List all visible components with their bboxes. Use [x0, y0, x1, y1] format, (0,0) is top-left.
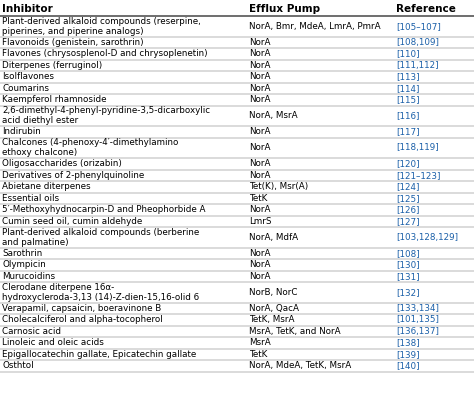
Text: NorA: NorA [249, 38, 270, 47]
Text: NorA: NorA [249, 260, 270, 269]
Text: [127]: [127] [396, 217, 419, 226]
Text: NorA: NorA [249, 84, 270, 93]
Text: NorA: NorA [249, 49, 270, 58]
Text: [118,119]: [118,119] [396, 143, 438, 152]
Text: Inhibitor: Inhibitor [2, 4, 53, 14]
Text: [101,135]: [101,135] [396, 315, 439, 324]
Text: NorA, MsrA: NorA, MsrA [249, 111, 298, 120]
Text: [111,112]: [111,112] [396, 61, 438, 70]
Text: [133,134]: [133,134] [396, 304, 439, 313]
Text: Epigallocatechin gallate, Epicatechin gallate: Epigallocatechin gallate, Epicatechin ga… [2, 350, 197, 359]
Text: Indirubin: Indirubin [2, 127, 41, 136]
Text: Oligosaccharides (orizabin): Oligosaccharides (orizabin) [2, 159, 122, 168]
Text: [108]: [108] [396, 249, 419, 258]
Text: Clerodane diterpene 16α-
hydroxycleroda-3,13 (14)-Z-dien-15,16-olid 6: Clerodane diterpene 16α- hydroxycleroda-… [2, 282, 200, 302]
Text: Murucoidins: Murucoidins [2, 272, 55, 281]
Text: [117]: [117] [396, 127, 419, 136]
Text: NorA: NorA [249, 61, 270, 70]
Text: NorA, MdfA: NorA, MdfA [249, 233, 298, 242]
Text: NorA: NorA [249, 127, 270, 136]
Text: [121–123]: [121–123] [396, 171, 440, 180]
Text: NorA: NorA [249, 272, 270, 281]
Text: NorA: NorA [249, 95, 270, 104]
Text: Diterpenes (ferruginol): Diterpenes (ferruginol) [2, 61, 102, 70]
Text: [125]: [125] [396, 194, 419, 203]
Text: Reference: Reference [396, 4, 456, 14]
Text: [103,128,129]: [103,128,129] [396, 233, 458, 242]
Text: Coumarins: Coumarins [2, 84, 49, 93]
Text: NorB, NorC: NorB, NorC [249, 288, 297, 297]
Text: [136,137]: [136,137] [396, 327, 439, 336]
Text: 2,6-dimethyl-4-phenyl-pyridine-3,5-dicarboxylic
acid diethyl ester: 2,6-dimethyl-4-phenyl-pyridine-3,5-dicar… [2, 106, 210, 125]
Text: NorA, Bmr, MdeA, LmrA, PmrA: NorA, Bmr, MdeA, LmrA, PmrA [249, 22, 381, 31]
Text: NorA, QacA: NorA, QacA [249, 304, 299, 313]
Text: Chalcones (4-phenoxy-4′-dimethylamino
ethoxy chalcone): Chalcones (4-phenoxy-4′-dimethylamino et… [2, 138, 179, 158]
Text: [139]: [139] [396, 350, 419, 359]
Text: Essential oils: Essential oils [2, 194, 60, 203]
Text: NorA: NorA [249, 72, 270, 81]
Text: Kaempferol rhamnoside: Kaempferol rhamnoside [2, 95, 107, 104]
Text: [120]: [120] [396, 159, 419, 168]
Text: [115]: [115] [396, 95, 419, 104]
Text: Isolflavones: Isolflavones [2, 72, 55, 81]
Text: [132]: [132] [396, 288, 419, 297]
Text: Linoleic and oleic acids: Linoleic and oleic acids [2, 338, 104, 347]
Text: Cumin seed oil, cumin aldehyde: Cumin seed oil, cumin aldehyde [2, 217, 143, 226]
Text: [140]: [140] [396, 361, 419, 370]
Text: [114]: [114] [396, 84, 419, 93]
Text: Verapamil, capsaicin, boeravinone B: Verapamil, capsaicin, boeravinone B [2, 304, 162, 313]
Text: [130]: [130] [396, 260, 419, 269]
Text: NorA: NorA [249, 249, 270, 258]
Text: Plant-derived alkaloid compounds (reserpine,
piperines, and piperine analogs): Plant-derived alkaloid compounds (reserp… [2, 17, 201, 36]
Text: Carnosic acid: Carnosic acid [2, 327, 61, 336]
Text: [124]: [124] [396, 182, 419, 191]
Text: Flavonoids (genistein, sarothrin): Flavonoids (genistein, sarothrin) [2, 38, 144, 47]
Text: Cholecalciferol and alpha-tocopherol: Cholecalciferol and alpha-tocopherol [2, 315, 163, 324]
Text: NorA, MdeA, TetK, MsrA: NorA, MdeA, TetK, MsrA [249, 361, 351, 370]
Text: [131]: [131] [396, 272, 419, 281]
Text: NorA: NorA [249, 171, 270, 180]
Text: Derivatives of 2-phenylquinoline: Derivatives of 2-phenylquinoline [2, 171, 145, 180]
Text: [110]: [110] [396, 49, 419, 58]
Text: Olympicin: Olympicin [2, 260, 46, 269]
Text: LmrS: LmrS [249, 217, 271, 226]
Text: Osthtol: Osthtol [2, 361, 34, 370]
Text: [116]: [116] [396, 111, 419, 120]
Text: [113]: [113] [396, 72, 419, 81]
Text: 5′-Methoxyhydnocarpin-D and Pheophorbide A: 5′-Methoxyhydnocarpin-D and Pheophorbide… [2, 205, 206, 214]
Text: Tet(K), Msr(A): Tet(K), Msr(A) [249, 182, 308, 191]
Text: NorA: NorA [249, 143, 270, 152]
Text: Flavones (chrysosplenol-D and chrysoplenetin): Flavones (chrysosplenol-D and chrysoplen… [2, 49, 208, 58]
Text: TetK: TetK [249, 194, 267, 203]
Text: TetK, MsrA: TetK, MsrA [249, 315, 294, 324]
Text: MsrA: MsrA [249, 338, 271, 347]
Text: Sarothrin: Sarothrin [2, 249, 43, 258]
Text: [108,109]: [108,109] [396, 38, 439, 47]
Text: [105–107]: [105–107] [396, 22, 441, 31]
Text: TetK: TetK [249, 350, 267, 359]
Text: Abietane diterpenes: Abietane diterpenes [2, 182, 91, 191]
Text: NorA: NorA [249, 159, 270, 168]
Text: NorA: NorA [249, 205, 270, 214]
Text: Plant-derived alkaloid compounds (berberine
and palmatine): Plant-derived alkaloid compounds (berber… [2, 228, 200, 247]
Text: Efflux Pump: Efflux Pump [249, 4, 320, 14]
Text: MsrA, TetK, and NorA: MsrA, TetK, and NorA [249, 327, 340, 336]
Text: [126]: [126] [396, 205, 419, 214]
Text: [138]: [138] [396, 338, 419, 347]
